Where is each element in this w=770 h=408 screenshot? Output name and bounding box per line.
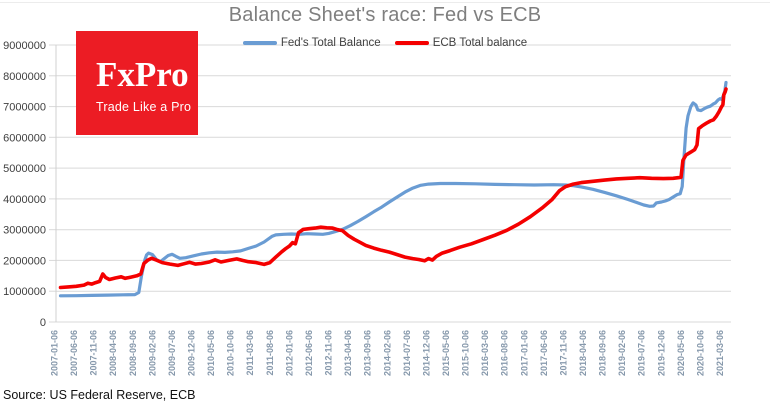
chart-legend: Fed's Total Balance ECB Total balance	[0, 37, 770, 49]
x-tick-label: 2017-11-06	[558, 330, 568, 376]
x-tick-label: 2016-08-06	[500, 330, 510, 376]
x-tick-label: 2010-10-06	[226, 330, 236, 376]
y-tick-label: 0	[40, 317, 46, 329]
x-tick-label: 2015-05-06	[441, 330, 451, 376]
y-tick-label: 1000000	[3, 286, 46, 298]
x-tick-label: 2019-12-06	[656, 330, 666, 376]
fed-s-total-balance-line	[58, 80, 728, 298]
y-tick-label: 3000000	[3, 225, 46, 237]
source-note: Source: US Federal Reserve, ECB	[3, 388, 196, 402]
x-tick-label: 2014-12-06	[421, 330, 431, 376]
ecb-total-balance-line	[58, 87, 728, 290]
y-axis-labels: 0 1000000 2000000 3000000 4000000 5000000 6000…	[3, 40, 46, 329]
x-tick-label: 2012-01-06	[284, 330, 294, 376]
fxpro-wordmark: FxPro	[96, 55, 189, 94]
x-tick-label: 2012-11-06	[324, 330, 334, 376]
x-tick-label: 2011-08-06	[265, 330, 275, 376]
y-tick-label: 4000000	[3, 194, 46, 206]
x-tick-label: 2007-01-06	[50, 330, 60, 376]
x-tick-label: 2019-02-06	[617, 330, 627, 376]
ecb-line-swatch	[394, 41, 429, 45]
y-tick-label: 8000000	[3, 71, 46, 83]
y-tick-label: 5000000	[3, 163, 46, 175]
x-tick-label: 2016-03-06	[480, 330, 490, 376]
x-tick-label: 2009-02-06	[147, 330, 157, 376]
x-axis-labels: 2007-01-06 2007-06-06 2007-11-06 2008-04-06…	[50, 330, 726, 376]
chart-title: Balance Sheet's race: Fed vs ECB	[228, 4, 542, 26]
x-tick-label: 2018-09-06	[598, 330, 608, 376]
legend-item-ecb: ECB Total balance	[394, 37, 528, 49]
x-tick-label: 2015-10-06	[461, 330, 471, 376]
x-tick-label: 2009-07-06	[167, 330, 177, 376]
x-tick-label: 2008-04-06	[108, 330, 118, 376]
fxpro-tagline: Trade Like a Pro	[96, 100, 192, 114]
x-tick-label: 2014-02-06	[382, 330, 392, 376]
y-tick-label: 9000000	[3, 40, 46, 52]
x-tick-label: 2007-11-06	[89, 330, 99, 376]
x-tick-label: 2007-06-06	[69, 330, 79, 376]
y-tick-label: 7000000	[3, 102, 46, 114]
legend-item-fed: Fed's Total Balance	[242, 37, 381, 49]
fed-line-swatch	[242, 41, 277, 45]
y-tick-label: 6000000	[3, 132, 46, 144]
x-tick-label: 2008-09-06	[128, 330, 138, 376]
legend-label-ecb: ECB Total balance	[432, 37, 528, 49]
top-divider	[0, 2, 770, 3]
x-tick-label: 2013-04-06	[343, 330, 353, 376]
x-tick-label: 2011-03-06	[245, 330, 255, 376]
legend-label-fed: Fed's Total Balance	[280, 37, 381, 49]
fxpro-logo: FxPro Trade Like a Pro	[76, 31, 198, 135]
x-tick-label: 2020-05-06	[676, 330, 686, 376]
x-tick-label: 2014-07-06	[402, 330, 412, 376]
x-tick-label: 2017-01-06	[519, 330, 529, 376]
x-tick-label: 2010-05-06	[206, 330, 216, 376]
x-tick-label: 2012-06-06	[304, 330, 314, 376]
x-tick-label: 2021-03-06	[715, 330, 725, 376]
x-tick-label: 2018-04-06	[578, 330, 588, 376]
series-lines	[58, 80, 728, 298]
x-tick-label: 2019-07-06	[637, 330, 647, 376]
y-tick-label: 2000000	[3, 255, 46, 267]
x-tick-label: 2017-06-06	[539, 330, 549, 376]
x-tick-label: 2013-09-06	[363, 330, 373, 376]
x-tick-label: 2020-10-06	[695, 330, 705, 376]
x-tick-label: 2009-12-06	[187, 330, 197, 376]
